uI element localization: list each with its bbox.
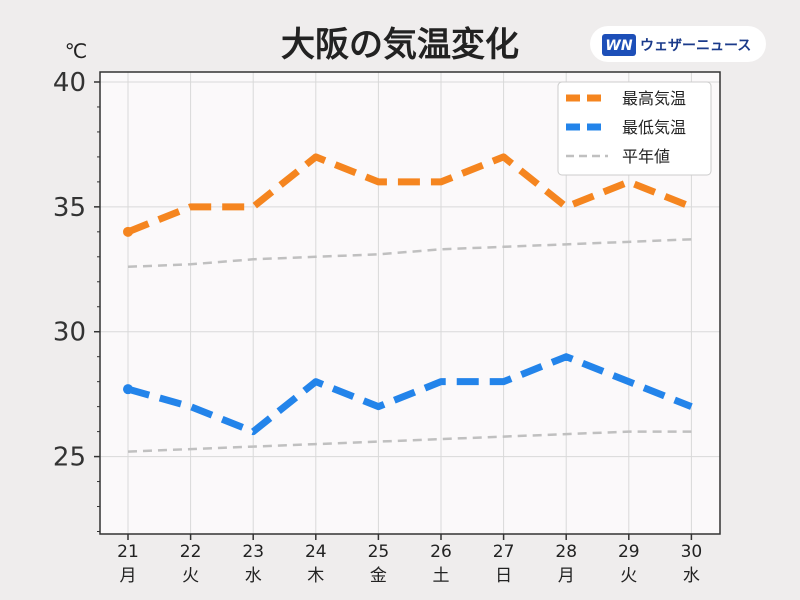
series-layer: [123, 153, 693, 453]
x-tick-day-label: 28: [555, 542, 577, 562]
y-axis: 25 30 35 40: [53, 68, 100, 533]
chart-title: 大阪の気温変化: [281, 25, 519, 65]
x-tick-day-label: 29: [618, 542, 640, 562]
x-tick-weekday-label: 火: [182, 566, 199, 586]
y-axis-unit-label: ℃: [65, 39, 87, 63]
y-tick-label: 35: [53, 193, 86, 223]
x-tick-weekday-label: 月: [120, 566, 137, 586]
y-tick-label: 40: [53, 68, 86, 98]
x-tick-weekday-label: 金: [370, 566, 387, 586]
x-tick-day-label: 22: [180, 542, 202, 562]
x-tick-weekday-label: 土: [433, 566, 450, 586]
x-tick-day-label: 23: [242, 542, 264, 562]
x-tick-weekday-label: 火: [620, 566, 637, 586]
series-line: [127, 353, 693, 436]
series-line: [127, 430, 692, 453]
series-line: [127, 238, 692, 269]
x-tick-weekday-label: 水: [245, 566, 262, 586]
y-tick-label: 25: [53, 443, 86, 473]
x-tick-day-label: 26: [430, 542, 452, 562]
x-axis: 21 月 22 火 23 水 24 木 25 金 26 土 27 日 28 月 29 火 30 水: [117, 534, 702, 586]
brand-badge: WN ウェザーニュース: [590, 26, 766, 62]
series-start-marker: [123, 226, 133, 237]
brand-name: ウェザーニュース: [640, 38, 751, 54]
x-tick-day-label: 25: [368, 542, 390, 562]
x-tick-day-label: 24: [305, 542, 327, 562]
x-tick-weekday-label: 水: [683, 566, 700, 586]
x-tick-weekday-label: 月: [558, 566, 575, 586]
x-tick-weekday-label: 木: [307, 566, 324, 586]
legend-box: [557, 81, 712, 176]
legend-label: 最高気温: [622, 89, 686, 108]
legend-label: 平年値: [622, 147, 670, 166]
x-tick-weekday-label: 日: [495, 566, 512, 586]
legend-label: 最低気温: [622, 118, 686, 137]
y-tick-label: 30: [53, 318, 86, 348]
series-start-marker: [123, 384, 133, 395]
plot-frame: [99, 71, 721, 535]
series-line: [126, 153, 693, 236]
brand-logo-icon: [602, 34, 636, 56]
brand-logo-text: WN: [605, 38, 632, 54]
x-tick-day-label: 21: [117, 542, 139, 562]
x-tick-day-label: 30: [681, 542, 703, 562]
x-tick-day-label: 27: [493, 542, 515, 562]
